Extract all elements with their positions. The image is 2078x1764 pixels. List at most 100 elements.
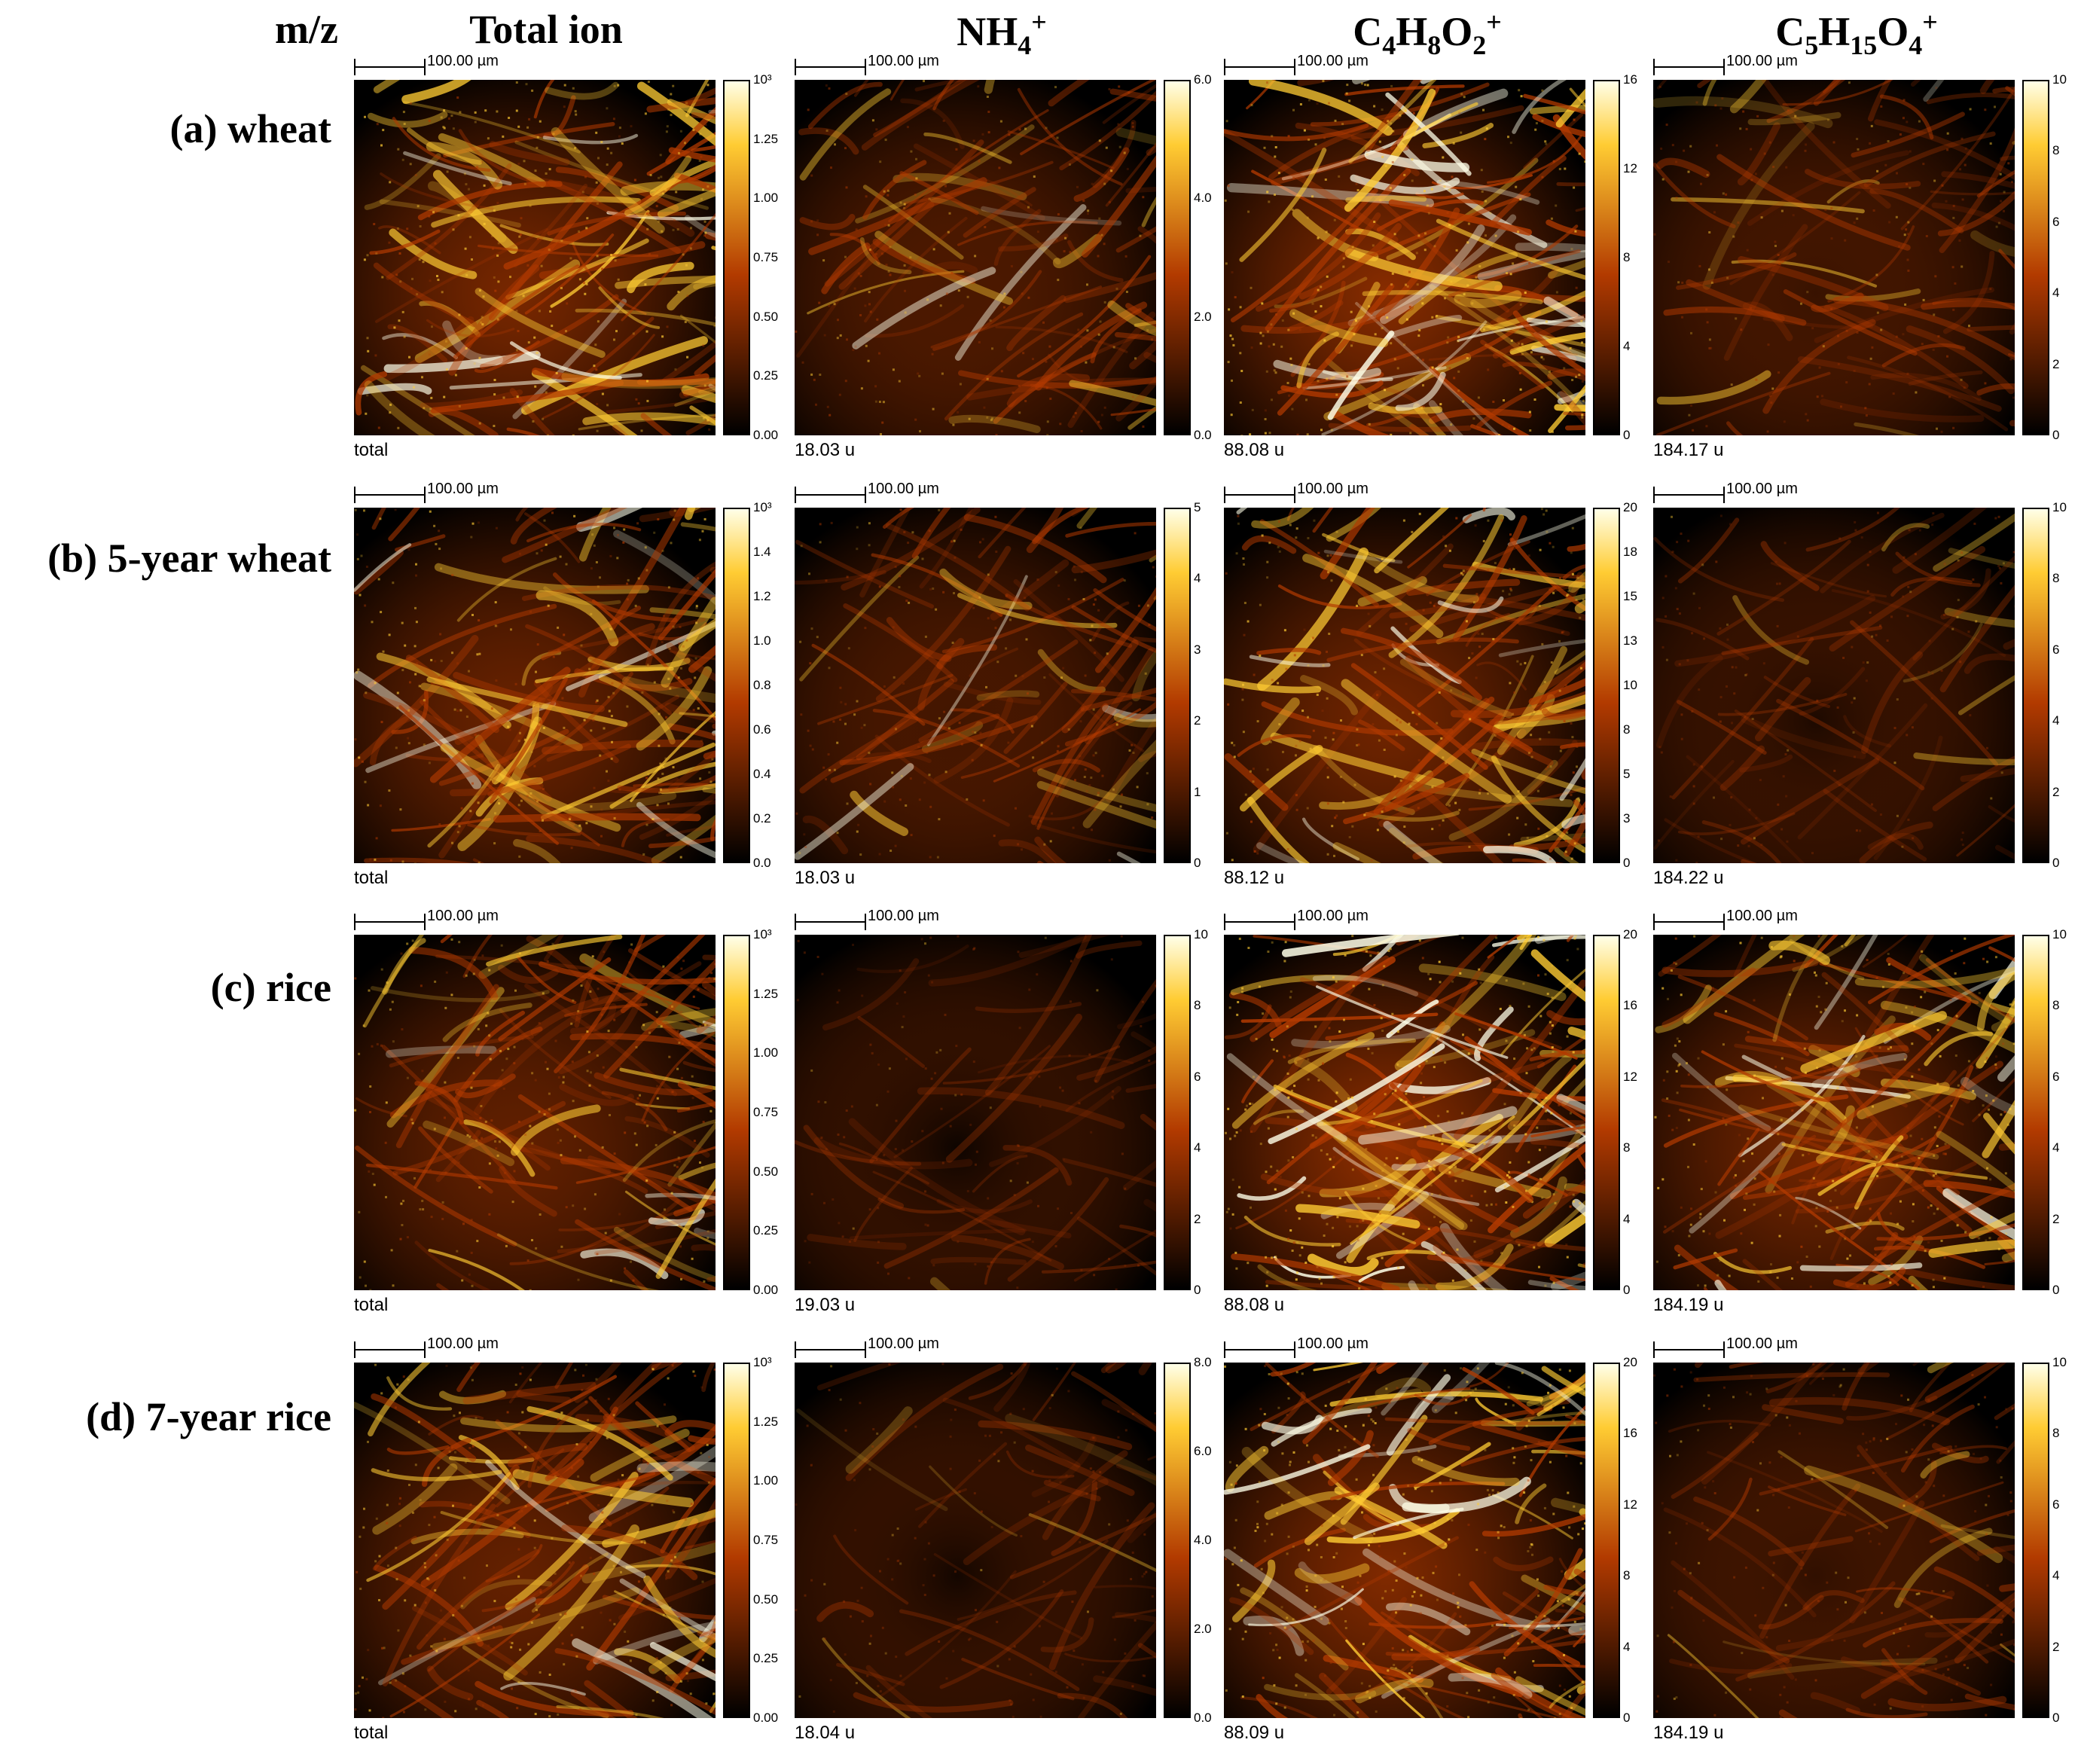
color-scale-tick-label: 1.00 — [753, 1473, 779, 1488]
ion-image — [354, 80, 716, 435]
scale-bar: 100.00 µm — [1224, 1335, 1585, 1360]
color-scale-tick-label: 4 — [2052, 1140, 2060, 1155]
image-panel: 100.00 µm 10 8 6 4 2 0 184.19 u — [1653, 908, 2075, 1315]
mass-label: 18.03 u — [795, 868, 856, 888]
color-scale-ticks: 8.0 6.0 4.0 2.0 0.0 — [1194, 1355, 1231, 1725]
scale-bar: 100.00 µm — [795, 908, 1156, 932]
color-scale-bar — [2022, 508, 2049, 863]
ion-image — [1224, 80, 1585, 435]
scale-bar: 100.00 µm — [354, 1335, 716, 1360]
ion-image — [354, 508, 716, 863]
color-scale-bar — [723, 508, 750, 863]
color-scale-bar — [723, 1363, 750, 1718]
scale-bar: 100.00 µm — [1653, 908, 2015, 932]
color-scale-tick-label: 0 — [1194, 856, 1201, 870]
column-header-1: Total ion — [469, 7, 623, 52]
ion-image — [1653, 935, 2015, 1290]
color-scale-tick-label: 0 — [2052, 1283, 2060, 1297]
color-scale-bar — [1164, 80, 1191, 435]
row-label-3: (c) rice — [210, 965, 331, 1010]
color-scale-tick-label: 0 — [1623, 856, 1631, 870]
color-scale-bar — [1593, 80, 1620, 435]
color-scale-tick-label: 8 — [1623, 250, 1631, 264]
row-label-2: (b) 5-year wheat — [47, 536, 331, 581]
mass-label: total — [354, 1723, 389, 1743]
image-panel: 100.00 µm 5 4 3 2 1 0 18.03 u — [795, 481, 1216, 888]
ion-image — [1653, 508, 2015, 863]
column-header-3: C4H8O2+ — [1353, 7, 1502, 60]
scale-bar-label: 100.00 µm — [427, 908, 499, 924]
color-scale-tick-label: 1.2 — [753, 589, 771, 603]
scale-bar-label: 100.00 µm — [427, 481, 499, 497]
color-scale-tick-label: 0.50 — [753, 1592, 779, 1607]
color-scale-tick-label: 4 — [2052, 713, 2060, 728]
color-scale-tick-label: 0.75 — [753, 1533, 779, 1547]
scale-bar-label: 100.00 µm — [1726, 53, 1798, 69]
color-scale-ticks: 10 8 6 4 2 0 — [2052, 72, 2078, 442]
image-panel: 100.00 µm 20 18 15 13 10 8 5 3 0 88.12 u — [1224, 481, 1646, 888]
image-panel: 100.00 µm 10³ 1.25 1.00 0.75 0.50 0.25 0.00 tot… — [354, 908, 779, 1315]
color-scale-ticks: 10 8 6 4 2 0 — [2052, 500, 2078, 870]
row-label-1: (a) wheat — [169, 106, 331, 151]
color-scale-tick-label: 0 — [1623, 1283, 1631, 1297]
color-scale-tick-label: 1.0 — [753, 633, 771, 648]
color-scale-tick-label: 16 — [1623, 72, 1637, 87]
color-scale-tick-label: 4 — [1623, 339, 1631, 353]
color-scale-tick-label: 0 — [1194, 1283, 1201, 1297]
color-scale-bar — [2022, 1363, 2049, 1718]
color-scale-tick-label: 10 — [2052, 927, 2067, 942]
color-scale-tick-label: 2 — [1194, 713, 1201, 728]
scale-bar: 100.00 µm — [1653, 53, 2015, 77]
color-scale-tick-label: 8.0 — [1194, 1355, 1212, 1369]
scale-bar: 100.00 µm — [1653, 481, 2015, 505]
color-scale-tick-label: 2 — [2052, 356, 2060, 371]
mass-label: 88.08 u — [1224, 1295, 1285, 1315]
scale-bar: 100.00 µm — [354, 481, 716, 505]
color-scale-ticks: 20 18 15 13 10 8 5 3 0 — [1623, 500, 1661, 870]
color-scale-tick-label: 20 — [1623, 1355, 1637, 1369]
scale-bar-label: 100.00 µm — [1297, 908, 1369, 924]
color-scale-tick-label: 8 — [2052, 143, 2060, 158]
color-scale-tick-label: 6 — [2052, 642, 2060, 657]
ion-image — [795, 80, 1156, 435]
image-panel: 100.00 µm 6.0 4.0 2.0 0.0 18.03 u — [795, 53, 1216, 460]
color-scale-tick-label: 0 — [2052, 1711, 2060, 1725]
ion-image — [1653, 80, 2015, 435]
color-scale-tick-label: 4 — [2052, 1568, 2060, 1583]
mass-label: 184.17 u — [1653, 440, 1724, 460]
scale-bar-label: 100.00 µm — [1297, 481, 1369, 497]
mass-label: total — [354, 868, 389, 888]
ion-image — [1224, 935, 1585, 1290]
image-panel: 100.00 µm 10³ 1.4 1.2 1.0 0.8 0.6 0.4 0.2 0.0 tot… — [354, 481, 776, 888]
color-scale-tick-label: 0.2 — [753, 811, 771, 826]
ion-image — [795, 1363, 1156, 1718]
color-scale-tick-label: 0.25 — [753, 1223, 779, 1238]
row-label-4: (d) 7-year rice — [86, 1394, 331, 1439]
image-panel: 100.00 µm 10³ 1.25 1.00 0.75 0.50 0.25 0.00 tot… — [354, 53, 779, 460]
color-scale-tick-label: 8 — [1194, 998, 1201, 1013]
color-scale-tick-label: 0.50 — [753, 309, 779, 324]
ion-image — [1224, 508, 1585, 863]
color-scale-tick-label: 2.0 — [1194, 309, 1212, 324]
color-scale-tick-label: 10 — [1623, 678, 1637, 692]
column-header-4: C5H15O4+ — [1775, 7, 1938, 60]
mass-label: 88.09 u — [1224, 1723, 1285, 1743]
color-scale-tick-label: 1.00 — [753, 191, 779, 206]
color-scale-tick-label: 2 — [2052, 784, 2060, 799]
ion-image — [795, 508, 1156, 863]
mz-label: m/z — [275, 7, 338, 52]
color-scale-tick-label: 3 — [1623, 811, 1631, 826]
scale-bar-label: 100.00 µm — [1297, 1335, 1369, 1352]
color-scale-tick-label: 0.0 — [753, 856, 771, 870]
color-scale-tick-label: 0.0 — [1194, 1711, 1212, 1725]
color-scale-bar — [1593, 935, 1620, 1290]
color-scale-tick-label: 0.00 — [753, 1283, 779, 1297]
color-scale-tick-label: 6.0 — [1194, 1444, 1212, 1458]
color-scale-bar — [1164, 935, 1191, 1290]
mass-label: 88.08 u — [1224, 440, 1285, 460]
scale-bar-label: 100.00 µm — [1297, 53, 1369, 69]
color-scale-tick-label: 0.00 — [753, 428, 779, 442]
image-panel: 100.00 µm 16 12 8 4 0 88.08 u — [1224, 53, 1646, 460]
color-scale-tick-label: 4 — [1194, 571, 1201, 586]
color-scale-tick-label: 10 — [1194, 927, 1208, 942]
